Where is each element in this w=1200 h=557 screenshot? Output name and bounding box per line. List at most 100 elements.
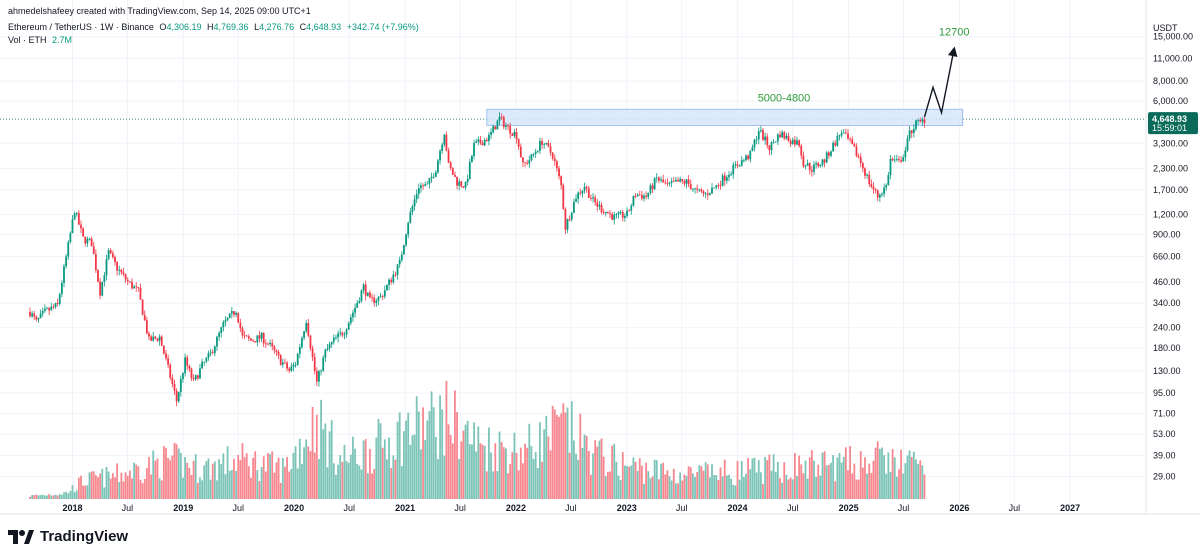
volume-bar <box>48 494 51 499</box>
candle-body <box>611 213 614 220</box>
price-tick-label: 180.00 <box>1153 343 1181 353</box>
projection-arrow[interactable]: 12700 <box>923 26 970 118</box>
volume-bar <box>787 479 790 499</box>
candle-body <box>813 164 815 172</box>
tradingview-logo[interactable]: TradingView <box>8 528 128 545</box>
volume-bar <box>335 474 337 499</box>
candle-body <box>315 370 318 382</box>
volume-bar <box>898 469 900 499</box>
volume-bar <box>749 469 752 499</box>
volume-bar <box>581 447 584 499</box>
volume-bar <box>169 460 172 499</box>
time-tick-label: Jul <box>898 503 910 513</box>
candle-body <box>398 259 401 265</box>
candle-body <box>711 187 713 194</box>
resistance-zone[interactable]: 5000-4800 <box>486 92 964 126</box>
volume-bar <box>889 471 892 499</box>
volume-bar <box>711 464 713 499</box>
volume-bar <box>388 437 390 499</box>
volume-bar <box>369 448 371 499</box>
candle-body <box>179 379 182 392</box>
volume-bar <box>262 456 265 499</box>
candle-body <box>528 160 531 164</box>
time-axis[interactable]: 2018 Jul 2019 Jul 2020 Jul 2021 Jul 2022 Jul 2023 J… <box>0 503 1200 515</box>
volume-bar <box>570 401 573 499</box>
candle-body <box>154 336 157 339</box>
volume-bar <box>50 495 53 499</box>
volume-bar <box>441 409 444 499</box>
candle-body <box>861 163 864 169</box>
candle-body <box>747 155 750 160</box>
volume-bar <box>651 476 654 499</box>
candle-body <box>364 284 367 296</box>
candle-body <box>919 120 922 122</box>
volume-bar <box>500 442 503 499</box>
candle-body <box>774 141 777 143</box>
volume-bar <box>730 478 733 499</box>
ohlc-legend[interactable]: Ethereum / TetherUS · 1W · Binance O4,30… <box>8 22 422 33</box>
volume-bar <box>256 470 259 499</box>
candle-body <box>152 336 155 341</box>
volume-bar <box>303 447 305 499</box>
candle-body <box>462 186 465 188</box>
candle-body <box>798 140 801 146</box>
candle-body <box>114 257 116 263</box>
time-tick-label: 2019 <box>173 503 193 513</box>
volume-bar <box>145 468 148 499</box>
volume-bar <box>375 437 378 499</box>
volume-bar <box>885 473 888 499</box>
volume-bar <box>774 471 777 499</box>
candle-body <box>834 142 837 146</box>
volume-bar <box>322 429 325 499</box>
candle-body <box>666 183 669 184</box>
candle-body <box>171 377 174 384</box>
volume-bar <box>694 476 696 499</box>
candle-body <box>322 357 325 371</box>
volume-bar <box>152 450 155 499</box>
volume-bar <box>118 482 121 499</box>
candle-body <box>836 135 839 146</box>
volume-bar <box>54 494 57 499</box>
candle-body <box>90 238 93 247</box>
volume-bar <box>917 463 920 499</box>
volume-bar <box>190 474 193 499</box>
volume-bar <box>617 475 620 499</box>
price-candles <box>29 112 926 407</box>
volume-bar <box>740 460 743 499</box>
volume-bar <box>507 473 509 499</box>
volume-bar <box>517 470 520 499</box>
volume-bar <box>823 451 826 499</box>
volume-bar <box>806 478 809 499</box>
candle-body <box>269 342 271 345</box>
volume-bar <box>373 468 376 499</box>
volume-bar <box>745 473 747 499</box>
volume-bar <box>515 452 518 499</box>
candle-body <box>194 375 197 380</box>
volume-bar <box>352 436 354 499</box>
candle-body <box>492 126 495 132</box>
volume-bar <box>103 487 106 499</box>
candle-body <box>685 179 688 184</box>
candle-body <box>403 245 405 255</box>
candle-body <box>432 176 435 178</box>
volume-bar <box>345 461 348 499</box>
candle-body <box>226 317 229 321</box>
candle-body <box>339 332 342 334</box>
volume-bar <box>405 420 407 499</box>
volume-legend[interactable]: Vol · ETH 2.7M <box>8 35 75 46</box>
candle-body <box>657 177 660 181</box>
candle-body <box>889 158 892 176</box>
volume-bar <box>71 485 74 499</box>
volume-bar <box>891 449 894 499</box>
volume-bar <box>58 493 61 499</box>
candle-body <box>619 212 622 213</box>
candle-body <box>768 145 771 151</box>
candle-body <box>203 361 206 363</box>
candle-body <box>817 163 820 167</box>
volume-bar <box>638 458 641 499</box>
candle-body <box>177 391 180 402</box>
currency-label: USDT <box>1153 23 1178 33</box>
volume-value: 2.7M <box>52 35 73 45</box>
